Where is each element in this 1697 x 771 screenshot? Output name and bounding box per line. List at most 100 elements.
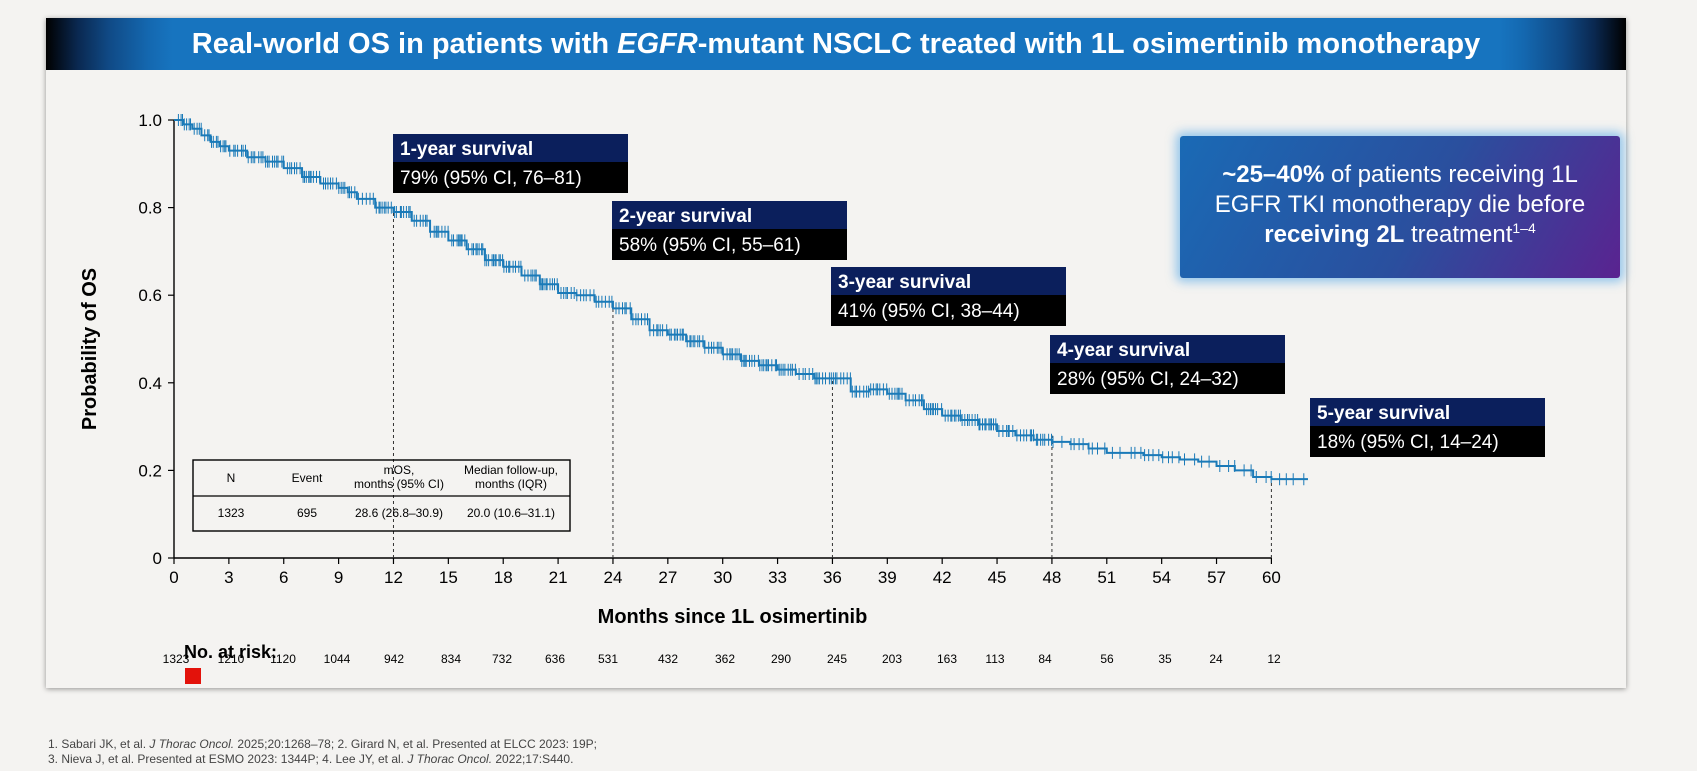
title-bar	[46, 18, 1626, 70]
x-tick-label: 57	[1207, 568, 1226, 587]
risk-value: 942	[384, 652, 404, 666]
survival-chart: 0 3 6 9 12 15 18 21 24 27 30 33 36 39 42 45 48 51 54 57 6000…	[79, 111, 1545, 666]
x-tick-label: 9	[334, 568, 343, 587]
x-tick-label: 6	[279, 568, 288, 587]
x-tick-label: 21	[549, 568, 568, 587]
footnote-line-1: 1. Sabari JK, et al. J Thorac Oncol. 202…	[48, 737, 597, 751]
risk-value: 1323	[163, 652, 190, 666]
milestone-value: 28% (95% CI, 24–32)	[1057, 369, 1239, 390]
risk-value: 84	[1038, 652, 1052, 666]
x-tick-label: 39	[878, 568, 897, 587]
x-tick-label: 54	[1152, 568, 1171, 587]
x-tick-label: 36	[823, 568, 842, 587]
x-tick-label: 12	[384, 568, 403, 587]
slide-title: Real-world OS in patients with EGFR-muta…	[191, 28, 1481, 60]
risk-swatch	[185, 668, 201, 684]
km-curve	[174, 119, 1308, 481]
risk-value: 732	[492, 652, 512, 666]
slide-card: Real-world OS in patients with EGFR-muta…	[46, 18, 1626, 688]
risk-value: 531	[598, 652, 618, 666]
x-tick-label: 33	[768, 568, 787, 587]
risk-value: 1044	[324, 652, 351, 666]
milestone-value-bg	[1050, 363, 1285, 394]
risk-value: 113	[985, 652, 1004, 666]
risk-value: 432	[658, 652, 678, 666]
milestone-label: 4-year survival	[1057, 340, 1190, 361]
x-tick-label: 15	[439, 568, 458, 587]
milestone-value: 79% (95% CI, 76–81)	[400, 168, 582, 189]
risk-value: 636	[545, 652, 565, 666]
y-tick-label: 0	[153, 549, 162, 568]
footnote-line-2: 3. Nieva J, et al. Presented at ESMO 202…	[48, 752, 574, 766]
y-tick-label: 0.4	[138, 374, 162, 393]
milestone-box: 1-year survival 79% (95% CI, 76–81)	[393, 134, 628, 193]
y-tick-label: 1.0	[138, 111, 162, 130]
x-tick-label: 30	[713, 568, 732, 587]
risk-value: 24	[1209, 652, 1223, 666]
milestone-box: 3-year survival 41% (95% CI, 38–44)	[831, 267, 1066, 326]
x-tick-label: 27	[658, 568, 677, 587]
risk-value: 35	[1158, 652, 1172, 666]
callout-text-1: of patients receiving 1L	[1324, 161, 1578, 188]
milestone-value-bg	[1310, 426, 1545, 457]
milestone-box: 4-year survival 28% (95% CI, 24–32)	[1050, 335, 1285, 394]
risk-value: 245	[827, 652, 847, 666]
x-tick-label: 60	[1262, 568, 1281, 587]
x-tick-label: 45	[988, 568, 1007, 587]
milestone-value: 58% (95% CI, 55–61)	[619, 235, 801, 256]
milestone-value: 41% (95% CI, 38–44)	[838, 301, 1020, 322]
risk-value: 362	[715, 652, 735, 666]
risk-heading: No. at risk:	[184, 642, 278, 662]
risk-value: 163	[937, 652, 957, 666]
milestone-label: 3-year survival	[838, 272, 971, 293]
stats-table-header: months (IQR)	[475, 477, 547, 491]
milestone-header-bg	[831, 267, 1066, 295]
stats-table-header: Event	[292, 471, 323, 485]
risk-value: 12	[1267, 652, 1281, 666]
milestone-value-bg	[831, 295, 1066, 326]
callout-bold-1: ~25–40%	[1222, 161, 1325, 188]
stats-table-cell: 20.0 (10.6–31.1)	[467, 506, 555, 520]
callout-bold-3: receiving 2L	[1264, 221, 1405, 248]
milestone-box: 5-year survival 18% (95% CI, 14–24)	[1310, 398, 1545, 457]
x-axis-title: Months since 1L osimertinib	[598, 606, 868, 628]
x-tick-label: 48	[1042, 568, 1061, 587]
milestone-label: 1-year survival	[400, 139, 533, 160]
y-tick-label: 0.6	[138, 286, 162, 305]
risk-value: 834	[441, 652, 461, 666]
x-tick-label: 42	[933, 568, 952, 587]
callout-text-2: EGFR TKI monotherapy die before	[1214, 191, 1586, 218]
risk-value: 290	[771, 652, 791, 666]
y-tick-label: 0.8	[138, 199, 162, 218]
footnotes: 1. Sabari JK, et al. J Thorac Oncol. 202…	[48, 737, 597, 767]
milestone-header-bg	[1310, 398, 1545, 426]
milestone-box: 2-year survival 58% (95% CI, 55–61)	[612, 201, 847, 260]
callout-box: ~25–40% of patients receiving 1L EGFR TK…	[1180, 136, 1620, 278]
milestone-header-bg	[612, 201, 847, 229]
stats-table-cell: 1323	[218, 506, 245, 520]
stats-table-header: mOS,	[384, 463, 415, 477]
x-tick-label: 0	[169, 568, 178, 587]
y-axis-title: Probability of OS	[79, 268, 101, 430]
milestone-value-bg	[393, 162, 628, 193]
y-tick-label: 0.2	[138, 461, 162, 480]
stats-table-header: N	[227, 471, 236, 485]
milestone-header-bg	[393, 134, 628, 162]
stats-table-header: months (95% CI)	[354, 477, 444, 491]
x-tick-label: 24	[603, 568, 622, 587]
milestone-header-bg	[1050, 335, 1285, 363]
callout-text-3: treatment	[1404, 221, 1513, 248]
milestone-label: 5-year survival	[1317, 403, 1450, 424]
censor-ticks	[177, 114, 1305, 486]
x-tick-label: 3	[224, 568, 233, 587]
risk-value: 1120	[270, 652, 296, 666]
x-tick-label: 51	[1097, 568, 1116, 587]
stats-table-cell: 695	[297, 506, 317, 520]
milestone-value: 18% (95% CI, 14–24)	[1317, 432, 1499, 453]
risk-value: 203	[882, 652, 902, 666]
milestone-label: 2-year survival	[619, 206, 752, 227]
milestone-value-bg	[612, 229, 847, 260]
risk-value: 56	[1100, 652, 1114, 666]
stats-table-cell: 28.6 (26.8–30.9)	[355, 506, 443, 520]
x-tick-label: 18	[494, 568, 513, 587]
